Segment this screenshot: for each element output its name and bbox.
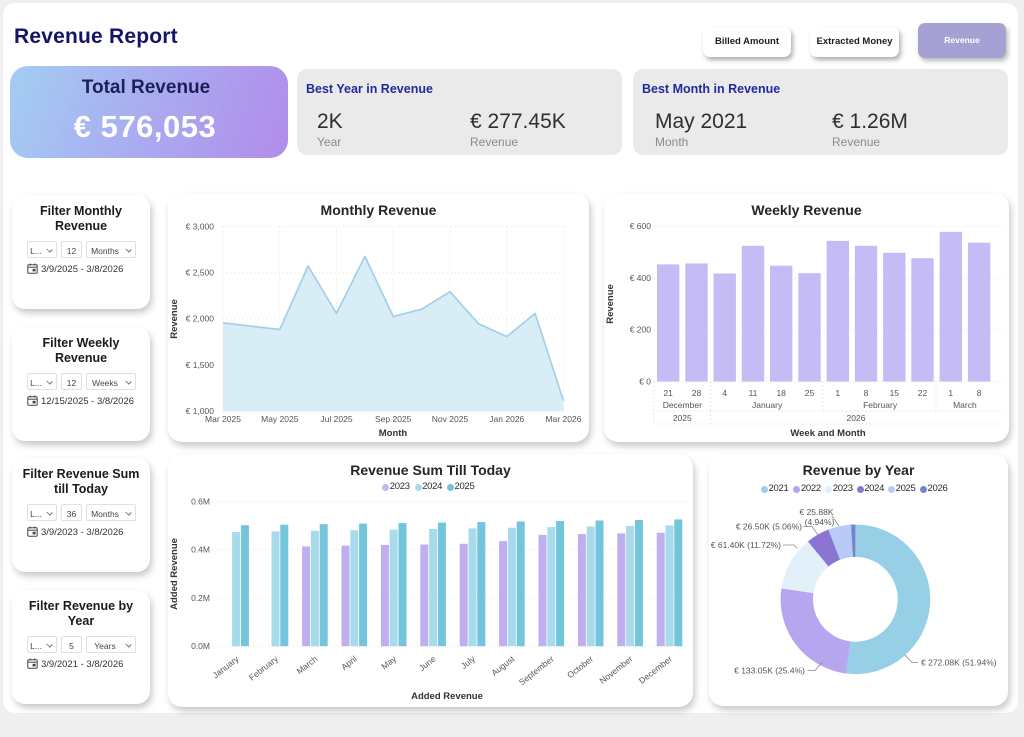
svg-text:October: October — [565, 654, 595, 681]
svg-text:21: 21 — [663, 388, 673, 398]
svg-text:2025: 2025 — [673, 413, 692, 423]
svg-text:€ 25.88K: € 25.88K — [799, 507, 833, 517]
svg-text:€ 26.50K (5.06%): € 26.50K (5.06%) — [736, 522, 802, 532]
svg-text:28: 28 — [692, 388, 702, 398]
svg-text:Sep 2025: Sep 2025 — [375, 414, 412, 424]
svg-text:2026: 2026 — [847, 413, 866, 423]
svg-text:€ 1,000: € 1,000 — [186, 406, 215, 416]
svg-text:Month: Month — [379, 428, 408, 439]
svg-text:January: January — [211, 653, 242, 680]
svg-text:0.4M: 0.4M — [191, 545, 210, 555]
svg-text:June: June — [417, 654, 438, 673]
svg-text:8: 8 — [977, 388, 982, 398]
svg-text:Jan 2026: Jan 2026 — [489, 414, 524, 424]
svg-text:December: December — [637, 654, 674, 686]
svg-text:€ 2,500: € 2,500 — [186, 268, 215, 278]
svg-text:February: February — [863, 400, 898, 410]
svg-text:11: 11 — [749, 388, 758, 398]
svg-text:1: 1 — [948, 388, 953, 398]
svg-text:22: 22 — [918, 388, 928, 398]
svg-text:€ 133.05K (25.4%): € 133.05K (25.4%) — [734, 666, 805, 676]
svg-text:Revenue: Revenue — [605, 284, 616, 324]
svg-text:€ 200: € 200 — [630, 325, 652, 335]
svg-text:November: November — [597, 654, 634, 686]
svg-text:18: 18 — [776, 388, 786, 398]
svg-text:April: April — [339, 654, 359, 672]
svg-text:€ 272.08K (51.94%): € 272.08K (51.94%) — [921, 658, 997, 668]
svg-text:€ 1,500: € 1,500 — [186, 360, 215, 370]
svg-text:Revenue: Revenue — [169, 299, 180, 339]
svg-text:Added Revenue: Added Revenue — [169, 538, 180, 610]
svg-text:€ 400: € 400 — [630, 273, 652, 283]
svg-text:July: July — [459, 653, 478, 671]
svg-text:Mar 2026: Mar 2026 — [546, 414, 582, 424]
svg-text:€ 2,000: € 2,000 — [186, 314, 215, 324]
svg-text:0.6M: 0.6M — [191, 496, 210, 506]
svg-text:March: March — [953, 400, 977, 410]
svg-text:4: 4 — [722, 388, 727, 398]
svg-text:25: 25 — [805, 388, 815, 398]
svg-text:Added Revenue: Added Revenue — [411, 691, 483, 702]
svg-text:Jul 2025: Jul 2025 — [320, 414, 352, 424]
svg-text:0.2M: 0.2M — [191, 593, 210, 603]
svg-text:March: March — [295, 654, 320, 677]
svg-text:(4.94%): (4.94%) — [805, 517, 835, 527]
svg-text:August: August — [489, 653, 517, 678]
svg-text:0.0M: 0.0M — [191, 641, 210, 651]
svg-text:February: February — [247, 653, 281, 682]
svg-text:€ 61.40K (11.72%): € 61.40K (11.72%) — [711, 540, 781, 550]
svg-text:1: 1 — [835, 388, 840, 398]
svg-text:January: January — [752, 400, 783, 410]
svg-text:€ 600: € 600 — [630, 221, 652, 231]
svg-text:Nov 2025: Nov 2025 — [432, 414, 469, 424]
svg-text:15: 15 — [890, 388, 900, 398]
svg-text:€ 0: € 0 — [639, 376, 651, 386]
svg-text:May: May — [379, 653, 398, 671]
svg-text:May 2025: May 2025 — [261, 414, 299, 424]
svg-text:8: 8 — [864, 388, 869, 398]
svg-text:September: September — [517, 654, 556, 688]
svg-text:December: December — [663, 400, 702, 410]
svg-text:Mar 2025: Mar 2025 — [205, 414, 241, 424]
svg-text:€ 3,000: € 3,000 — [186, 221, 215, 231]
svg-text:Week and Month: Week and Month — [790, 428, 865, 439]
